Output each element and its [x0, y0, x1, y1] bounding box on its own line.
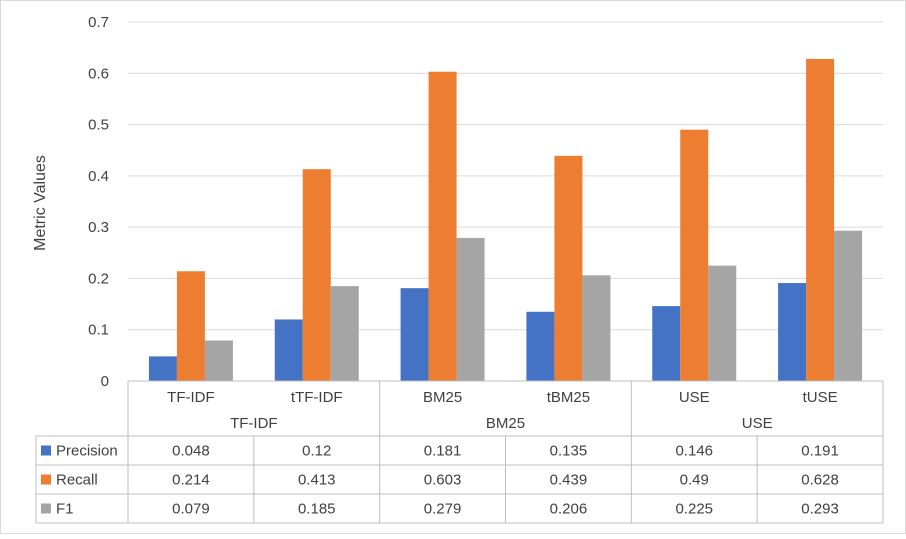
bar-recall — [428, 71, 457, 382]
bar-recall — [302, 169, 331, 381]
x-category-label: tTF-IDF — [291, 389, 343, 406]
y-tick-label: 0.6 — [88, 65, 109, 82]
bar-precision — [652, 306, 681, 381]
x-category-label: tBM25 — [547, 389, 590, 406]
y-tick-label: 0.7 — [88, 14, 109, 31]
table-cell-value: 0.225 — [675, 501, 713, 518]
legend-label: F1 — [56, 501, 74, 518]
bar-f1 — [330, 286, 359, 381]
table-cell-value: 0.293 — [801, 501, 839, 518]
table-cell-value: 0.146 — [675, 443, 713, 460]
table-cell-value: 0.206 — [550, 501, 588, 518]
x-group-label: BM25 — [486, 415, 525, 432]
table-cell-value: 0.048 — [172, 443, 210, 460]
legend-key-f1 — [41, 503, 51, 514]
bar-f1 — [708, 265, 737, 381]
bar-precision — [400, 288, 429, 381]
bar-precision — [148, 356, 177, 381]
table-cell-value: 0.279 — [424, 501, 462, 518]
y-axis-title: Metric Values — [32, 155, 49, 251]
table-cell-value: 0.12 — [302, 443, 331, 460]
table-cell-value: 0.181 — [424, 443, 462, 460]
legend-label: Precision — [56, 443, 118, 460]
table-cell-value: 0.191 — [801, 443, 839, 460]
table-cell-value: 0.439 — [550, 472, 588, 489]
x-group-label: TF-IDF — [230, 415, 277, 432]
y-tick-label: 0.3 — [88, 219, 109, 236]
y-tick-label: 0.5 — [88, 117, 109, 134]
x-category-label: tUSE — [803, 389, 838, 406]
legend-key-recall — [41, 474, 51, 485]
legend-label: Recall — [56, 472, 98, 489]
y-tick-label: 0.2 — [88, 270, 109, 287]
bar-recall — [806, 58, 835, 381]
table-cell-value: 0.413 — [298, 472, 336, 489]
bar-f1 — [834, 230, 863, 381]
bar-recall — [554, 155, 583, 381]
bar-f1 — [204, 340, 233, 381]
gridlines — [128, 21, 883, 331]
table-cell-value: 0.628 — [801, 472, 839, 489]
table-cell-value: 0.603 — [424, 472, 462, 489]
x-group-label: USE — [742, 415, 773, 432]
table-cell-value: 0.49 — [680, 472, 709, 489]
y-tick-label: 0.1 — [88, 322, 109, 339]
bar-precision — [778, 283, 807, 381]
table-cell-value: 0.135 — [550, 443, 588, 460]
table-cell-value: 0.185 — [298, 501, 336, 518]
bar-f1 — [456, 237, 485, 381]
bar-precision — [274, 319, 303, 381]
bars — [148, 58, 863, 382]
y-tick-label: 0.4 — [88, 168, 109, 185]
table-cell-value: 0.214 — [172, 472, 210, 489]
bar-precision — [526, 311, 555, 381]
x-category-label: TF-IDF — [167, 389, 214, 406]
y-tick-label: 0 — [101, 373, 109, 390]
data-table: TF-IDF tTF-IDF BM25 tBM25 USE tUSE TF-IDF BM25 U… — [35, 380, 884, 524]
x-category-label: USE — [679, 389, 710, 406]
bar-recall — [176, 271, 205, 381]
bar-f1 — [582, 275, 611, 381]
legend-key-precision — [41, 445, 51, 456]
bar-recall — [680, 129, 709, 381]
y-axis: 0 0.1 0.2 0.3 0.4 0.5 0.6 0.7 — [88, 14, 109, 390]
x-category-label: BM25 — [423, 389, 462, 406]
table-cell-value: 0.079 — [172, 501, 210, 518]
